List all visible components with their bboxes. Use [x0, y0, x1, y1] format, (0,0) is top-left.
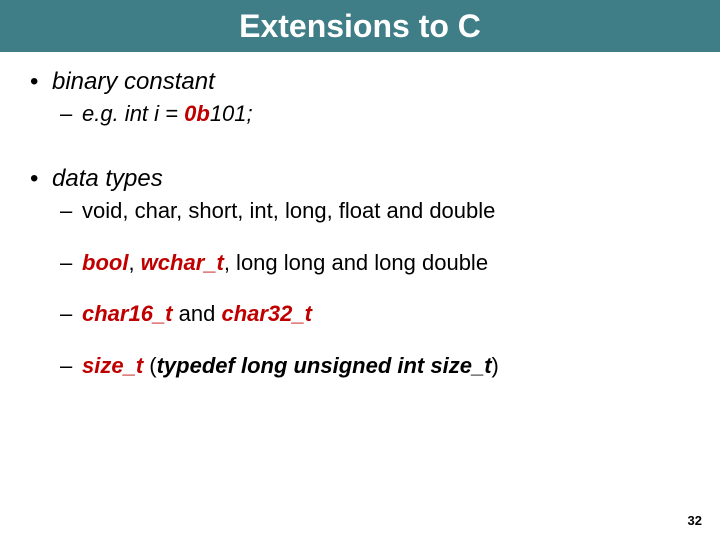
- slide-title: Extensions to C: [239, 8, 481, 45]
- type-wchar: wchar_t: [141, 250, 224, 275]
- type-sizet: size_t: [82, 353, 143, 378]
- example-suffix: 101;: [210, 101, 253, 126]
- paren-close: ): [492, 353, 499, 378]
- page-number: 32: [688, 513, 702, 528]
- types-list: void, char, short, int, long, float and …: [82, 198, 495, 223]
- title-bar: Extensions to C: [0, 0, 720, 52]
- and-text: and: [173, 301, 222, 326]
- bullet-data-types: data types: [30, 163, 690, 194]
- bullet-text: data types: [52, 165, 163, 192]
- typedef-text: typedef long unsigned int size_t: [157, 353, 492, 378]
- example-0b: 0b: [184, 101, 210, 126]
- bullet-text: binary constant: [52, 68, 215, 95]
- bullet-bool-wchar: bool, wchar_t, long long and long double: [30, 248, 690, 278]
- bullet-basic-types: void, char, short, int, long, float and …: [30, 196, 690, 226]
- bullet-binary-constant: binary constant: [30, 66, 690, 97]
- slide-content: binary constant e.g. int i = 0b101; data…: [0, 52, 720, 381]
- type-bool: bool: [82, 250, 128, 275]
- comma: ,: [128, 250, 140, 275]
- bullet-binary-example: e.g. int i = 0b101;: [30, 99, 690, 129]
- rest-text: , long long and long double: [224, 250, 488, 275]
- example-prefix: e.g. int i =: [82, 101, 184, 126]
- type-char16: char16_t: [82, 301, 173, 326]
- bullet-char16-32: char16_t and char32_t: [30, 299, 690, 329]
- paren-open: (: [143, 353, 156, 378]
- bullet-size-t: size_t (typedef long unsigned int size_t…: [30, 351, 690, 381]
- type-char32: char32_t: [221, 301, 312, 326]
